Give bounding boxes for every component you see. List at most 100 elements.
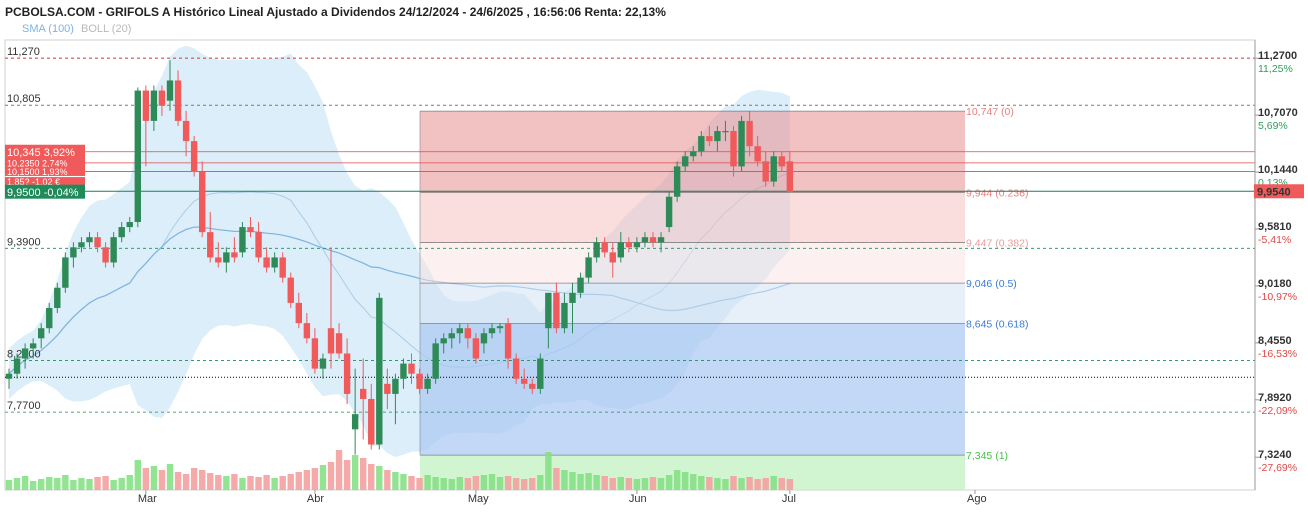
volume-bar <box>78 478 85 490</box>
price-badge <box>5 177 85 187</box>
volume-bar <box>754 479 761 490</box>
volume-bar <box>255 477 262 490</box>
candle <box>21 343 29 369</box>
candle-body <box>448 333 455 339</box>
candle-body <box>263 257 270 268</box>
candle <box>738 115 745 172</box>
volume-bar <box>166 464 174 490</box>
price-badge-label: 10,345 3,92% <box>7 147 75 159</box>
candle <box>199 161 206 238</box>
y-tick-pct: 5,69% <box>1258 120 1288 132</box>
candle-body <box>746 120 753 147</box>
candle <box>472 333 480 364</box>
y-tick-pct: -16,53% <box>1258 348 1297 360</box>
x-tick-label: Ago <box>967 493 987 505</box>
volume-bar <box>673 470 681 490</box>
candle-body <box>78 242 85 248</box>
volume-bar <box>561 470 568 490</box>
candle <box>86 232 93 248</box>
candle-body <box>553 292 560 329</box>
price-badges: 10,345 3,92%10,2350 2,74%10,1500 1,93%1,… <box>5 144 85 199</box>
volume-bar <box>665 475 673 490</box>
candle-body <box>424 378 431 389</box>
candle-body <box>400 363 407 379</box>
candle-body <box>480 333 488 344</box>
level-label: 10,805 <box>7 93 41 105</box>
candle <box>150 85 158 132</box>
candle-body <box>545 292 552 329</box>
candle-body <box>368 398 375 445</box>
candle-body <box>110 237 117 263</box>
candle-body <box>13 358 21 374</box>
volume-bar <box>207 473 214 490</box>
candle-body <box>392 378 399 394</box>
candle <box>134 87 141 228</box>
candle-body <box>126 222 133 228</box>
candle <box>561 292 568 334</box>
candle <box>673 161 681 202</box>
candle <box>118 222 125 243</box>
candle <box>488 323 496 339</box>
candle <box>368 383 375 450</box>
volume-bar <box>625 478 633 490</box>
legend-boll[interactable]: BOLL (20) <box>81 23 132 35</box>
volume-bar <box>86 479 93 490</box>
volume-bar <box>110 480 117 490</box>
candle-body <box>360 388 367 399</box>
volume-bar <box>54 478 61 490</box>
candle-body <box>698 136 705 152</box>
indicator-legend: SMA (100) BOLL (20) <box>22 23 131 35</box>
volume-bar <box>730 476 737 490</box>
candle <box>327 247 335 369</box>
candle-body <box>569 292 576 303</box>
volume-bar <box>199 470 206 490</box>
volume-bar <box>529 478 536 490</box>
candle-body <box>150 90 158 121</box>
candle <box>384 368 391 410</box>
volume-bar <box>585 473 592 490</box>
legend-sma[interactable]: SMA (100) <box>22 23 74 35</box>
candle-body <box>682 156 689 167</box>
volume-bar <box>521 479 528 490</box>
candle <box>190 136 198 177</box>
candle <box>158 85 166 116</box>
candle <box>174 70 182 126</box>
volume-bar <box>609 478 616 490</box>
candle-body <box>673 166 681 197</box>
candle-body <box>174 80 182 121</box>
candle <box>13 353 21 379</box>
volume-bar <box>343 460 351 490</box>
candle-body <box>649 237 657 243</box>
candle <box>480 328 488 354</box>
price-badge-label: 1,85? -1,02 € <box>7 177 60 187</box>
candlesticks <box>5 60 794 455</box>
volume-bar <box>456 477 463 490</box>
candle <box>38 323 45 349</box>
candle-body <box>657 237 665 243</box>
candle <box>416 368 423 394</box>
candle <box>577 272 584 298</box>
candle-body <box>778 156 785 167</box>
candle <box>746 110 753 157</box>
level-label: 9,3900 <box>7 236 41 248</box>
candle-body <box>593 242 600 258</box>
volume-bar <box>263 475 270 490</box>
volume-bar <box>223 476 230 490</box>
candle-body <box>70 247 77 258</box>
candle <box>424 373 431 394</box>
candle <box>609 242 616 278</box>
y-tick-label: 8,4550 <box>1258 335 1292 347</box>
volume-bar <box>714 478 721 490</box>
candle <box>464 323 472 349</box>
volume-bar <box>432 477 439 490</box>
volume-bar <box>682 472 689 490</box>
candle-body <box>464 328 472 339</box>
volume-bar <box>464 478 472 490</box>
candle <box>649 232 657 248</box>
candle-body <box>46 307 53 329</box>
volume-bar <box>496 477 504 490</box>
candle <box>94 232 101 253</box>
candle-body <box>231 252 238 258</box>
x-axis: Mar Abr May Jun Jul Ago <box>138 490 987 505</box>
